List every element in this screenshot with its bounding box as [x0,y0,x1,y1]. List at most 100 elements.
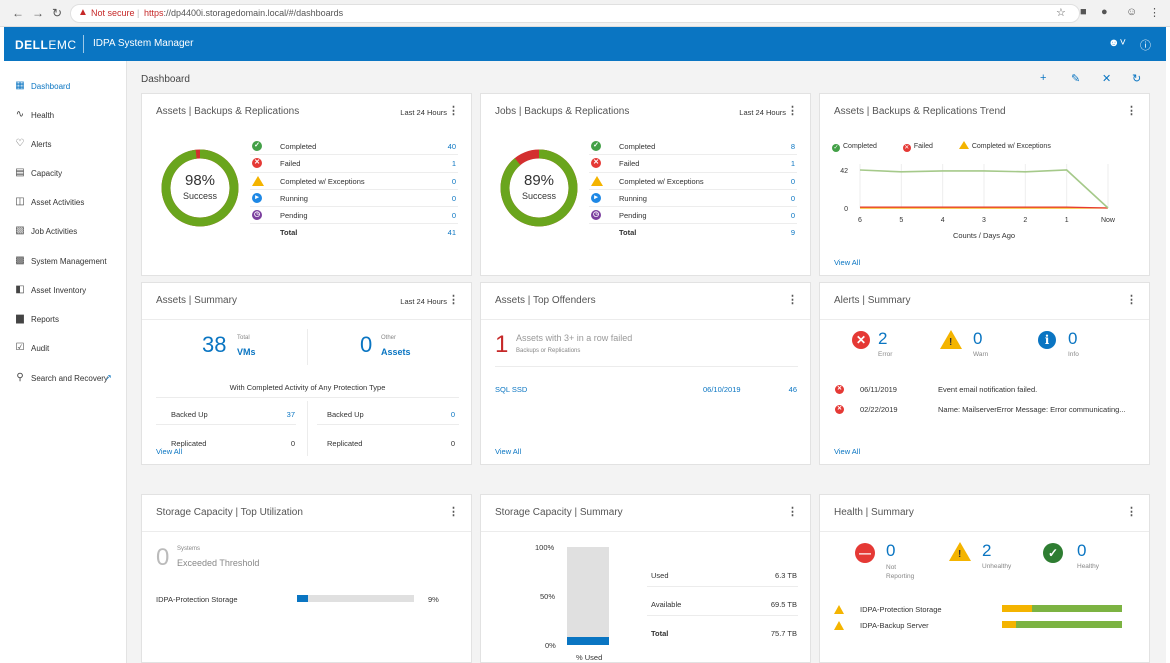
status-value[interactable]: 40 [447,142,456,151]
info-count[interactable]: 0 [1068,329,1078,348]
user-icon[interactable]: ☻˅ [1108,37,1126,49]
status-value[interactable]: 0 [790,176,795,186]
panel-menu-icon[interactable]: ⋮ [1126,506,1137,518]
extension2-icon[interactable]: ● [1101,6,1108,18]
back-icon[interactable]: ← [12,6,24,20]
status-row-running[interactable]: ▸ Running 0 [250,190,458,208]
total-caption: Total [237,335,250,341]
capacity-bar [567,547,609,645]
browser-menu-icon[interactable]: ⋮ [1149,7,1160,19]
storage-name[interactable]: IDPA-Protection Storage [156,595,238,604]
health-system-name[interactable]: IDPA-Protection Storage [860,605,942,614]
panel-menu-icon[interactable]: ⋮ [787,105,798,117]
info-icon[interactable]: ⓘ [1140,40,1151,52]
view-all-link[interactable]: View All [495,447,522,456]
sidebar-item-asset-activities[interactable]: ◫ Asset Activities [4,192,127,212]
sidebar-item-alerts[interactable]: ♡ Alerts [4,134,127,154]
panel-menu-icon[interactable]: ⋮ [1126,105,1137,117]
sidebar-item-label: Audit [31,344,50,353]
status-value[interactable]: 1 [451,159,456,169]
offender-count[interactable]: 46 [788,385,797,394]
status-value[interactable]: 0 [451,176,456,186]
running-icon: ▸ [591,192,601,203]
add-widget-icon[interactable]: + [1040,72,1047,84]
time-range-label[interactable]: Last 24 Hours [400,297,447,306]
sidebar-item-job-activities[interactable]: ▧ Job Activities [4,221,127,241]
panel-menu-icon[interactable]: ⋮ [787,294,798,306]
status-value[interactable]: 0 [451,211,456,221]
reload-icon[interactable]: ↻ [52,6,63,20]
time-range-label[interactable]: Last 24 Hours [739,108,786,117]
status-row-exceptions[interactable]: Completed w/ Exceptions 0 [250,173,458,190]
healthy-count[interactable]: 0 [1077,541,1087,560]
error-count[interactable]: 2 [878,329,888,348]
status-value[interactable]: 0 [451,193,456,203]
status-row-failed[interactable]: ✕ Failed 1 [589,155,797,173]
status-value[interactable]: 1 [790,159,795,169]
profile-icon[interactable]: ☺ [1126,6,1138,18]
panel-menu-icon[interactable]: ⋮ [448,506,459,518]
panel-title: Assets | Summary [156,295,237,306]
status-row-pending[interactable]: ◷ Pending 0 [589,207,797,225]
backed-up-value[interactable]: 0 [450,410,455,419]
close-icon[interactable]: ✕ [1102,73,1112,85]
warning-mark: ! [949,337,953,348]
health-bar-warn [1002,605,1032,612]
sidebar-item-dashboard[interactable]: ▦ Dashboard [4,76,127,96]
forward-icon[interactable]: → [32,6,44,20]
alert-message[interactable]: Name: MailserverError Message: Error com… [938,405,1126,414]
panel-menu-icon[interactable]: ⋮ [1126,294,1137,306]
status-row-completed[interactable]: ✓ Completed 40 [250,138,458,156]
status-value[interactable]: 8 [790,142,795,151]
panel-menu-icon[interactable]: ⋮ [448,294,459,306]
sidebar-item-label: Dashboard [31,82,71,91]
offenders-count[interactable]: 1 [495,331,509,358]
exceeded-count[interactable]: 0 [156,544,170,571]
other-assets-count[interactable]: 0 [360,332,373,357]
status-row-exceptions[interactable]: Completed w/ Exceptions 0 [589,173,797,190]
status-row-failed[interactable]: ✕ Failed 1 [250,155,458,173]
extension-icon[interactable]: ■ [1080,6,1087,18]
warn-count[interactable]: 0 [973,329,983,348]
view-all-link[interactable]: View All [834,447,861,456]
offender-name[interactable]: SQL SSD [495,385,528,394]
not-reporting-count[interactable]: 0 [886,541,896,560]
sidebar-item-search-recovery[interactable]: ⚲ Search and Recovery ↗ [4,368,127,388]
health-system-name[interactable]: IDPA-Backup Server [860,621,929,630]
time-range-label[interactable]: Last 24 Hours [400,108,447,117]
status-row-pending[interactable]: ◷ Pending 0 [250,207,458,225]
unhealthy-count[interactable]: 2 [982,541,992,560]
x-axis-label: Counts / Days Ago [953,231,1015,240]
backed-up-value[interactable]: 37 [286,410,295,419]
warning-mark: ! [958,549,962,560]
status-value[interactable]: 0 [790,193,795,203]
sidebar-item-capacity[interactable]: ▤ Capacity [4,163,127,183]
sidebar-item-audit[interactable]: ☑ Audit [4,338,127,358]
panel-menu-icon[interactable]: ⋮ [448,105,459,117]
view-all-link[interactable]: View All [156,447,183,456]
total-vms-count[interactable]: 38 [202,332,227,357]
status-value[interactable]: 0 [790,211,795,221]
panel-menu-icon[interactable]: ⋮ [787,506,798,518]
legend-failed[interactable]: ✕ Failed [902,143,933,152]
status-row-completed[interactable]: ✓ Completed 8 [589,138,797,156]
view-all-link[interactable]: View All [834,258,861,267]
sidebar-item-health[interactable]: ∿ Health [4,105,127,125]
star-icon[interactable]: ☆ [1056,7,1066,19]
url-text[interactable]: https://dp4400i.storagedomain.local/#/da… [144,8,343,18]
exceeded-label: Exceeded Threshold [177,558,260,568]
total-value[interactable]: 9 [790,228,795,238]
legend-exceptions[interactable]: Completed w/ Exceptions [958,141,1051,150]
not-secure-label[interactable]: Not secure [91,8,135,18]
sidebar-item-reports[interactable]: ▆ Reports [4,309,127,329]
header-divider [820,319,1149,320]
edit-icon[interactable]: ✎ [1071,73,1081,85]
refresh-icon[interactable]: ↻ [1132,73,1142,85]
total-value[interactable]: 41 [447,228,456,238]
sidebar-item-asset-inventory[interactable]: ◧ Asset Inventory [4,280,127,300]
legend-completed[interactable]: ✓ Completed [832,143,877,152]
address-bar[interactable] [70,4,1080,23]
status-row-running[interactable]: ▸ Running 0 [589,190,797,208]
sidebar-item-system-management[interactable]: ▩ System Management [4,251,127,271]
alert-message[interactable]: Event email notification failed. [938,385,1038,394]
